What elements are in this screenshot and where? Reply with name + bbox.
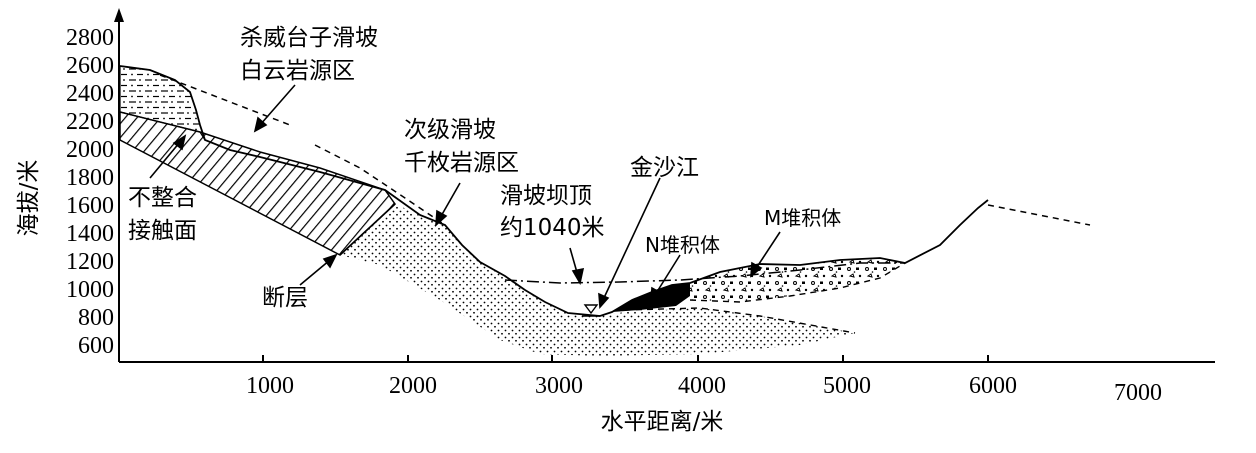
- y-tick-labels: 2800 2600 2400 2200 2000 1800 1600 1400 …: [66, 25, 114, 359]
- y-axis-title: 海拔/米: [16, 160, 42, 237]
- river-label: 金沙江: [630, 155, 699, 181]
- x-tick-labels: 1000 2000 3000 4000 5000 6000 7000: [246, 373, 1162, 406]
- x-tick: 1000: [246, 373, 294, 399]
- dotted-landslide-body: [340, 204, 855, 356]
- y-tick: 2200: [66, 109, 114, 135]
- x-tick: 5000: [823, 373, 871, 399]
- m-deposit-base: [689, 262, 906, 303]
- axes: [114, 8, 1215, 363]
- y-tick: 2000: [66, 137, 114, 163]
- y-tick: 1600: [66, 193, 114, 219]
- landslide-title-line1: 杀威台子滑坡: [240, 25, 378, 51]
- landslide-title-line2: 白云岩源区: [240, 58, 355, 84]
- secondary-landslide-line1: 次级滑坡: [404, 117, 496, 143]
- right-surface-dashed: [987, 204, 1091, 226]
- ground-surface: [119, 65, 989, 317]
- n-deposit-label: N堆积体: [645, 233, 720, 257]
- y-tick: 2600: [66, 53, 114, 79]
- fault-label: 断层: [262, 285, 308, 311]
- x-tick: 7000: [1114, 380, 1162, 406]
- y-tick: 1800: [66, 165, 114, 191]
- m-deposit-fill: [690, 258, 905, 302]
- fault-line: [339, 203, 396, 256]
- topography: [119, 65, 1091, 334]
- x-tick: 2000: [389, 373, 437, 399]
- x-tick: 3000: [535, 373, 583, 399]
- x-axis-title: 水平距离/米: [601, 409, 724, 435]
- dam-crest-line1: 滑坡坝顶: [500, 183, 592, 209]
- unconformity-line1: 不整合: [128, 185, 197, 211]
- y-tick: 1200: [66, 249, 114, 275]
- y-tick: 800: [78, 305, 114, 331]
- y-tick: 600: [78, 333, 114, 359]
- y-tick: 1000: [66, 277, 114, 303]
- x-tick: 6000: [969, 373, 1017, 399]
- m-deposit-label: M堆积体: [764, 206, 841, 230]
- y-tick: 1400: [66, 221, 114, 247]
- y-tick: 2800: [66, 25, 114, 51]
- river-symbol: [582, 304, 600, 317]
- unconformity-line2: 接触面: [128, 218, 197, 244]
- label-arrows: [149, 84, 781, 309]
- landslide-base-dashed: [624, 307, 856, 334]
- annotations: 杀威台子滑坡 白云岩源区 次级滑坡 千枚岩源区 不整合 接触面 断层 滑坡坝顶 …: [128, 25, 841, 311]
- ancient-surface-dashed: [159, 74, 291, 126]
- dam-crest-dashdot: [504, 262, 905, 284]
- secondary-landslide-line2: 千枚岩源区: [404, 150, 519, 176]
- y-tick: 2400: [66, 81, 114, 107]
- x-tick: 4000: [678, 373, 726, 399]
- secondary-scarp-dashed: [314, 144, 446, 226]
- dam-crest-line2: 约1040米: [500, 215, 605, 241]
